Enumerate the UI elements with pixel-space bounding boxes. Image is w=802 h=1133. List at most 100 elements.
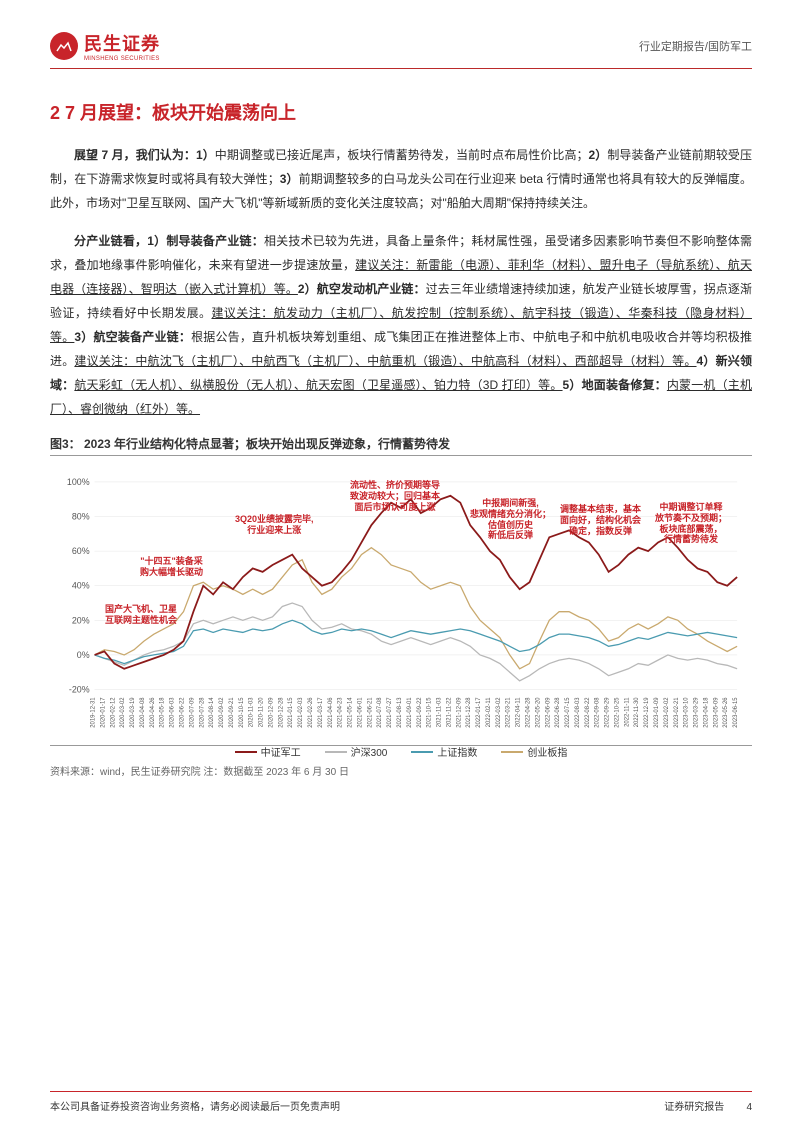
svg-text:2022-12-19: 2022-12-19 (644, 697, 650, 728)
svg-text:2020-04-26: 2020-04-26 (150, 697, 156, 728)
svg-text:2021-07-27: 2021-07-27 (387, 697, 393, 727)
svg-text:2021-11-03: 2021-11-03 (437, 697, 443, 728)
svg-text:2020-07-28: 2020-07-28 (199, 697, 205, 728)
svg-text:2023-05-09: 2023-05-09 (713, 697, 719, 728)
svg-text:2020-11-03: 2020-11-03 (249, 697, 255, 728)
svg-text:2020-04-08: 2020-04-08 (140, 697, 146, 728)
line-chart: -20% 0% 20% 40% 60% 80% 100% 2019-12-312020-01-… (50, 456, 752, 746)
chart-annotation: 中期调整订单释 放节奏不及预期； 板块底部震荡， 行情蓄势待发 (655, 502, 727, 545)
svg-text:20%: 20% (72, 615, 90, 625)
figure-title: 图3： 2023 年行业结构化特点显著；板块开始出现反弹迹象，行情蓄势待发 (50, 435, 752, 456)
footer-right: 证券研究报告 4 (664, 1098, 752, 1113)
chart-annotation: 调整基本结束，基本 面向好，结构化机会 确定，指数反弹 (560, 504, 641, 536)
svg-text:2021-07-08: 2021-07-08 (377, 697, 383, 728)
svg-text:2020-07-09: 2020-07-09 (189, 697, 195, 728)
svg-text:40%: 40% (72, 581, 90, 591)
p2-c-rec: 建议关注：中航沈飞（主机厂）、中航西飞（主机厂）、中航重机（锻造）、中航高科（材… (74, 354, 696, 368)
svg-text:2022-04-11: 2022-04-11 (516, 697, 522, 727)
svg-text:2023-01-09: 2023-01-09 (654, 697, 660, 728)
svg-text:2023-02-02: 2023-02-02 (664, 697, 670, 727)
page-number: 4 (746, 1102, 752, 1113)
svg-text:2020-03-19: 2020-03-19 (130, 697, 136, 728)
p1-lead: 展望 7 月，我们认为：1） (74, 148, 215, 162)
svg-text:2019-12-31: 2019-12-31 (91, 697, 97, 727)
svg-text:2021-11-22: 2021-11-22 (446, 697, 452, 727)
p2-d-rec: 航天彩虹（无人机）、纵横股份（无人机）、航天宏图（卫星遥感）、铂力特（3D 打印… (74, 378, 562, 392)
svg-text:0%: 0% (77, 650, 90, 660)
p1-c-num: 3） (280, 172, 299, 186)
chart-annotation: 流动性、挤价预期等导 致波动较大；回归基本 面后市场认可度上涨 (350, 480, 440, 512)
logo-text-cn: 民生证券 (84, 30, 160, 56)
page-header: 民生证券 MINSHENG SECURITIES 行业定期报告/国防军工 (50, 30, 752, 69)
svg-text:2021-12-28: 2021-12-28 (466, 697, 472, 728)
footer-label: 证券研究报告 (664, 1102, 724, 1113)
svg-text:-20%: -20% (69, 684, 90, 694)
chart-annotation: "十四五"装备采 购大幅增长驱动 (140, 556, 203, 578)
svg-text:2023-06-15: 2023-06-15 (733, 697, 739, 728)
svg-text:2020-01-17: 2020-01-17 (100, 697, 106, 727)
svg-text:2020-12-09: 2020-12-09 (268, 697, 274, 728)
svg-text:2021-10-15: 2021-10-15 (427, 697, 433, 728)
svg-text:2021-02-26: 2021-02-26 (308, 697, 314, 728)
svg-text:2022-06-28: 2022-06-28 (555, 697, 561, 728)
svg-text:2023-02-21: 2023-02-21 (674, 697, 680, 727)
svg-text:2020-05-18: 2020-05-18 (160, 697, 166, 728)
svg-text:2022-06-09: 2022-06-09 (545, 697, 551, 728)
p2-b-head: 2）航空发动机产业链： (298, 282, 426, 296)
svg-text:2020-06-22: 2020-06-22 (180, 697, 186, 727)
svg-text:2021-06-21: 2021-06-21 (367, 697, 373, 727)
svg-text:2020-10-15: 2020-10-15 (239, 697, 245, 728)
svg-text:2020-02-12: 2020-02-12 (110, 697, 116, 727)
p1-b-num: 2） (589, 148, 608, 162)
logo-text-en: MINSHENG SECURITIES (84, 56, 160, 62)
svg-text:2022-10-25: 2022-10-25 (614, 697, 620, 728)
chart-annotation: 中报期间新强, 悲观情绪充分消化； 估值创历史 新低后反弹 (470, 498, 551, 541)
legend-swatch (411, 751, 433, 753)
svg-text:2020-11-20: 2020-11-20 (259, 697, 265, 728)
chart-source: 资料来源：wind，民生证券研究院 注：数据截至 2023 年 6 月 30 日 (50, 763, 752, 778)
svg-text:100%: 100% (67, 477, 90, 487)
p2-lead: 分产业链看，1）制导装备产业链： (74, 234, 264, 248)
svg-text:2023-03-29: 2023-03-29 (694, 697, 700, 728)
svg-text:2023-05-26: 2023-05-26 (723, 697, 729, 728)
svg-text:2020-12-28: 2020-12-28 (278, 697, 284, 728)
svg-text:2023-04-18: 2023-04-18 (703, 697, 709, 728)
svg-text:2023-03-10: 2023-03-10 (684, 697, 690, 728)
svg-text:2020-03-02: 2020-03-02 (120, 697, 126, 727)
svg-text:2022-08-03: 2022-08-03 (575, 697, 581, 728)
svg-text:2021-04-23: 2021-04-23 (338, 697, 344, 728)
svg-text:80%: 80% (72, 511, 90, 521)
svg-text:2021-03-17: 2021-03-17 (318, 697, 324, 727)
svg-text:2021-02-03: 2021-02-03 (298, 697, 304, 728)
svg-text:2022-01-17: 2022-01-17 (476, 697, 482, 727)
svg-text:2022-02-11: 2022-02-11 (486, 697, 492, 727)
svg-text:2021-12-09: 2021-12-09 (456, 697, 462, 728)
svg-text:60%: 60% (72, 546, 90, 556)
svg-text:2021-09-01: 2021-09-01 (407, 697, 413, 727)
legend-swatch (501, 751, 523, 753)
svg-text:2021-06-01: 2021-06-01 (357, 697, 363, 727)
svg-text:2022-11-30: 2022-11-30 (634, 697, 640, 728)
section-title: 2 7 月展望：板块开始震荡向上 (50, 99, 752, 125)
svg-text:2022-07-15: 2022-07-15 (565, 697, 571, 728)
legend-swatch (235, 751, 257, 753)
svg-text:2021-01-15: 2021-01-15 (288, 697, 294, 728)
chart-annotation: 3Q20业绩披露完毕, 行业迎来上涨 (235, 514, 314, 536)
svg-text:2022-03-21: 2022-03-21 (506, 697, 512, 727)
svg-text:2022-11-11: 2022-11-11 (624, 697, 630, 726)
page-footer: 本公司具备证券投资咨询业务资格，请务必阅读最后一页免责声明 证券研究报告 4 (50, 1091, 752, 1113)
chart-annotation: 国产大飞机、卫星 互联网主题性机会 (105, 604, 177, 626)
svg-text:2021-08-13: 2021-08-13 (397, 697, 403, 728)
svg-text:2022-09-29: 2022-09-29 (605, 697, 611, 728)
svg-text:2020-09-21: 2020-09-21 (229, 697, 235, 727)
svg-text:2022-03-02: 2022-03-02 (496, 697, 502, 727)
p2-c-head: 3）航空装备产业链： (74, 330, 191, 344)
header-category: 行业定期报告/国防军工 (639, 38, 752, 54)
company-logo: 民生证券 MINSHENG SECURITIES (50, 30, 160, 62)
svg-text:2020-09-02: 2020-09-02 (219, 697, 225, 727)
svg-text:2022-04-28: 2022-04-28 (526, 697, 532, 728)
paragraph-1: 展望 7 月，我们认为：1）中期调整或已接近尾声，板块行情蓄势待发，当前时点布局… (50, 143, 752, 215)
svg-text:2021-09-22: 2021-09-22 (417, 697, 423, 727)
svg-text:2021-04-06: 2021-04-06 (328, 697, 334, 728)
svg-text:2022-08-22: 2022-08-22 (585, 697, 591, 727)
